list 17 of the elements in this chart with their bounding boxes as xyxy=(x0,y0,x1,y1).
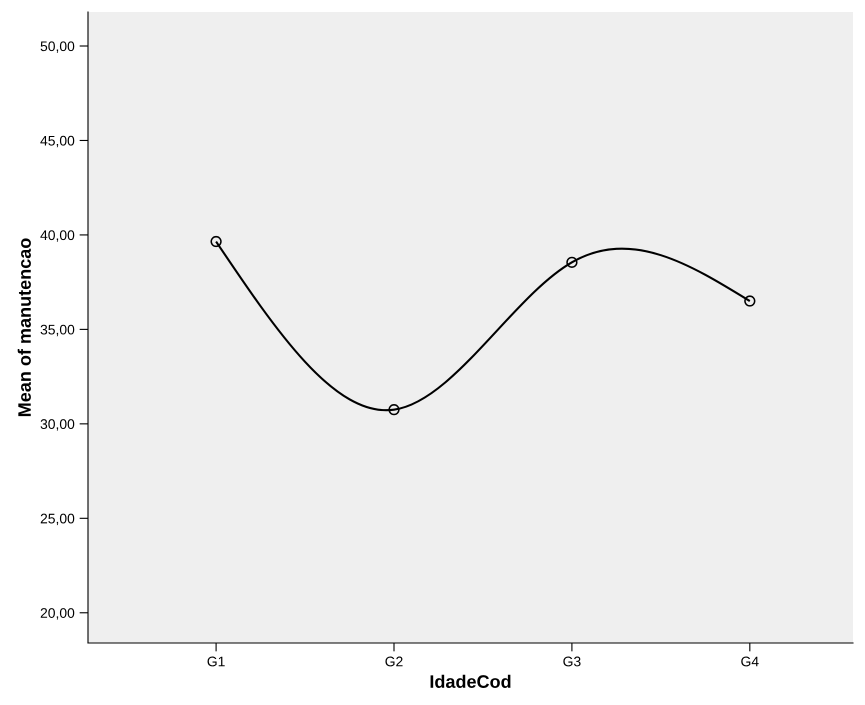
x-tick-label: G2 xyxy=(385,656,403,666)
point xyxy=(566,256,578,268)
y-tick-label: 35,00 xyxy=(40,324,74,336)
point xyxy=(210,236,222,248)
y-tick-label: 45,00 xyxy=(40,136,74,148)
x-tick-label: G4 xyxy=(741,656,759,666)
y-axis-title: Mean of manutencao xyxy=(18,238,31,416)
x-axis-title: IdadeCod xyxy=(430,674,510,688)
y-tick-label: 20,00 xyxy=(40,608,74,620)
point xyxy=(388,404,400,416)
x-tick-label: G3 xyxy=(563,656,581,666)
x-tick-label: G1 xyxy=(208,656,225,666)
y-tick-label: 40,00 xyxy=(40,230,74,242)
point xyxy=(744,295,756,307)
y-tick-label: 50,00 xyxy=(40,41,74,53)
y-tick-label: 25,00 xyxy=(40,514,74,526)
y-tick-label: 30,00 xyxy=(40,419,74,431)
